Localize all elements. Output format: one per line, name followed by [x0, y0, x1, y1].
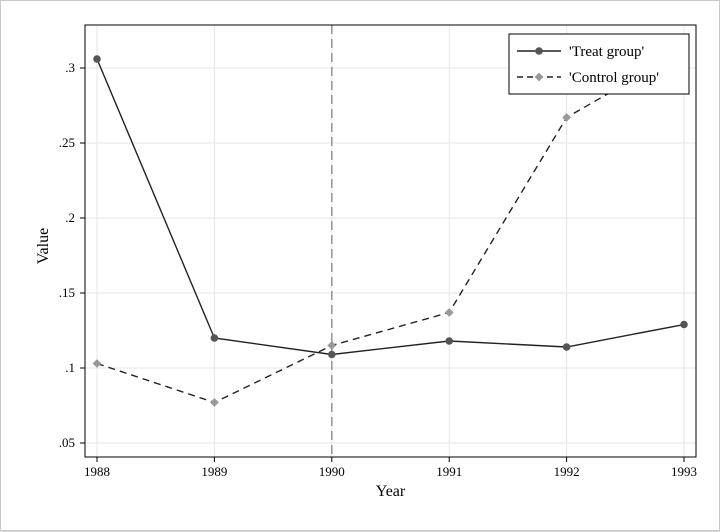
y-tick-label: .2 [65, 210, 75, 225]
legend-marker [535, 47, 543, 55]
data-point [210, 334, 219, 342]
y-tick-label: .15 [59, 285, 75, 300]
y-tick-label: .3 [65, 60, 75, 75]
series-treat-group [93, 55, 688, 359]
data-point [328, 350, 336, 359]
y-axis-ticks: .05 .1 .15 .2 .25 .3 [59, 60, 85, 450]
series-layer [84, 1, 697, 407]
data-point [562, 343, 571, 351]
legend-box [508, 33, 690, 95]
x-tick-label: 1989 [201, 464, 227, 479]
y-tick-label: .25 [59, 135, 75, 150]
x-tick-label: 1990 [319, 464, 345, 479]
y-tick-label: .1 [65, 360, 75, 375]
series-line [96, 58, 685, 356]
series-control-group [92, 45, 689, 407]
x-tick-label: 1992 [554, 464, 580, 479]
data-point [562, 113, 571, 122]
x-axis-title: Year [376, 483, 406, 500]
data-point [680, 320, 688, 329]
plot-top-mask [84, 1, 697, 25]
x-axis-ticks: 1988 1989 1990 1991 1992 1993 [84, 457, 697, 479]
legend-label: 'Control group' [569, 70, 659, 86]
data-point [444, 308, 454, 317]
x-tick-label: 1993 [671, 464, 697, 479]
data-point [210, 398, 219, 407]
series-line [96, 49, 685, 404]
data-point [327, 341, 337, 350]
legend-label: 'Treat group' [569, 44, 645, 60]
data-point [445, 337, 454, 345]
legend-marker [534, 72, 544, 82]
grid [85, 25, 696, 457]
y-tick-label: .05 [59, 435, 75, 450]
x-tick-label: 1988 [84, 464, 110, 479]
y-axis-title: Value [35, 228, 52, 264]
legend: 'Treat group' 'Control group' [508, 33, 690, 95]
x-tick-label: 1991 [436, 464, 462, 479]
data-point [92, 359, 102, 368]
plot-area-border [84, 24, 697, 458]
data-point [93, 55, 101, 63]
